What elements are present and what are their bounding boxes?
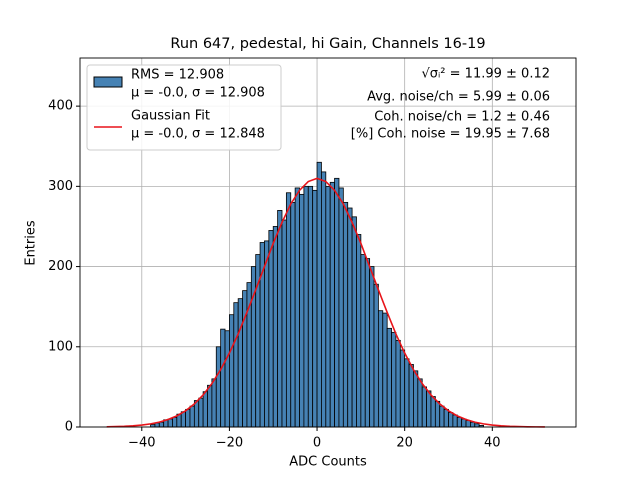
bar xyxy=(404,358,410,428)
bar xyxy=(373,283,379,428)
annotation: Avg. noise/ch = 5.99 ± 0.06 xyxy=(367,90,550,105)
bar xyxy=(465,420,471,428)
bar xyxy=(456,416,463,428)
bar xyxy=(303,185,309,428)
fit-line xyxy=(106,177,545,428)
bar xyxy=(242,290,248,428)
bar xyxy=(408,364,414,428)
bar xyxy=(334,177,340,428)
bar xyxy=(470,421,476,428)
y-tick-label: 200 xyxy=(48,259,73,274)
bar xyxy=(413,370,419,428)
bar xyxy=(452,414,458,428)
bar xyxy=(285,192,292,428)
bar xyxy=(272,226,279,428)
bar xyxy=(193,400,200,428)
bar xyxy=(215,346,222,428)
x-tick-label: 0 xyxy=(313,436,321,451)
bar xyxy=(329,181,335,428)
bar xyxy=(351,216,357,428)
annotation: Coh. noise/ch = 1.2 ± 0.46 xyxy=(374,110,550,125)
y-tick-label: 0 xyxy=(65,420,73,435)
bar xyxy=(189,405,195,428)
bar xyxy=(202,391,208,428)
bar xyxy=(237,298,243,428)
bar xyxy=(417,378,423,428)
bar xyxy=(386,327,392,428)
bar xyxy=(369,266,375,428)
bar xyxy=(167,418,173,428)
bar xyxy=(443,408,449,428)
y-tick-label: 300 xyxy=(48,179,73,194)
x-tick-label: −40 xyxy=(128,436,155,451)
bar xyxy=(426,390,432,428)
bar xyxy=(421,386,427,428)
annotation: [%] Coh. noise = 19.95 ± 7.68 xyxy=(351,127,550,142)
bar xyxy=(338,187,344,428)
bar xyxy=(185,408,191,428)
y-axis-label: Entries xyxy=(24,220,39,266)
bar xyxy=(461,418,467,428)
x-tick-label: 20 xyxy=(396,436,413,451)
bar xyxy=(360,254,366,428)
chart-title: Run 647, pedestal, hi Gain, Channels 16-… xyxy=(170,36,485,52)
bar xyxy=(264,240,270,428)
bar xyxy=(391,331,397,428)
bar xyxy=(211,378,217,428)
bar xyxy=(290,201,296,428)
bar xyxy=(377,310,384,428)
bar xyxy=(399,349,406,428)
bar xyxy=(312,189,318,428)
legend-label: μ = -0.0, σ = 12.908 xyxy=(131,86,265,101)
legend-swatch xyxy=(93,76,123,88)
bar xyxy=(307,185,314,428)
bar xyxy=(294,187,300,428)
bar xyxy=(321,171,327,428)
bar xyxy=(356,234,362,428)
x-tick-label: −20 xyxy=(216,436,243,451)
bar xyxy=(430,396,436,428)
bar xyxy=(233,302,239,428)
bar xyxy=(342,201,349,428)
bar xyxy=(224,330,230,428)
bar xyxy=(474,423,480,428)
bar xyxy=(347,207,353,428)
y-tick-label: 100 xyxy=(48,339,73,354)
bar xyxy=(434,400,441,428)
bar xyxy=(448,412,454,428)
bar xyxy=(207,384,213,428)
bar xyxy=(158,421,165,428)
bar xyxy=(316,161,322,428)
bar xyxy=(364,258,371,428)
bar xyxy=(180,411,186,428)
legend-label: Gaussian Fit xyxy=(131,109,210,124)
bar xyxy=(299,193,305,428)
annotation: √σᵢ² = 11.99 ± 0.12 xyxy=(421,67,550,82)
x-tick-label: 40 xyxy=(484,436,501,451)
bar xyxy=(325,185,331,428)
legend-box xyxy=(86,64,282,151)
bar xyxy=(277,210,283,428)
bar xyxy=(439,405,445,428)
legend-label: RMS = 12.908 xyxy=(131,68,224,83)
bar xyxy=(395,339,401,428)
bar xyxy=(229,314,235,428)
y-tick-label: 400 xyxy=(48,99,73,114)
legend-label: μ = -0.0, σ = 12.848 xyxy=(131,127,265,142)
bar xyxy=(172,416,178,428)
bar xyxy=(198,397,204,428)
bar xyxy=(281,219,287,428)
plot-frame xyxy=(79,57,577,428)
bar xyxy=(382,312,388,428)
bar xyxy=(268,230,274,428)
bar xyxy=(220,328,226,428)
x-axis-label: ADC Counts xyxy=(289,455,367,470)
